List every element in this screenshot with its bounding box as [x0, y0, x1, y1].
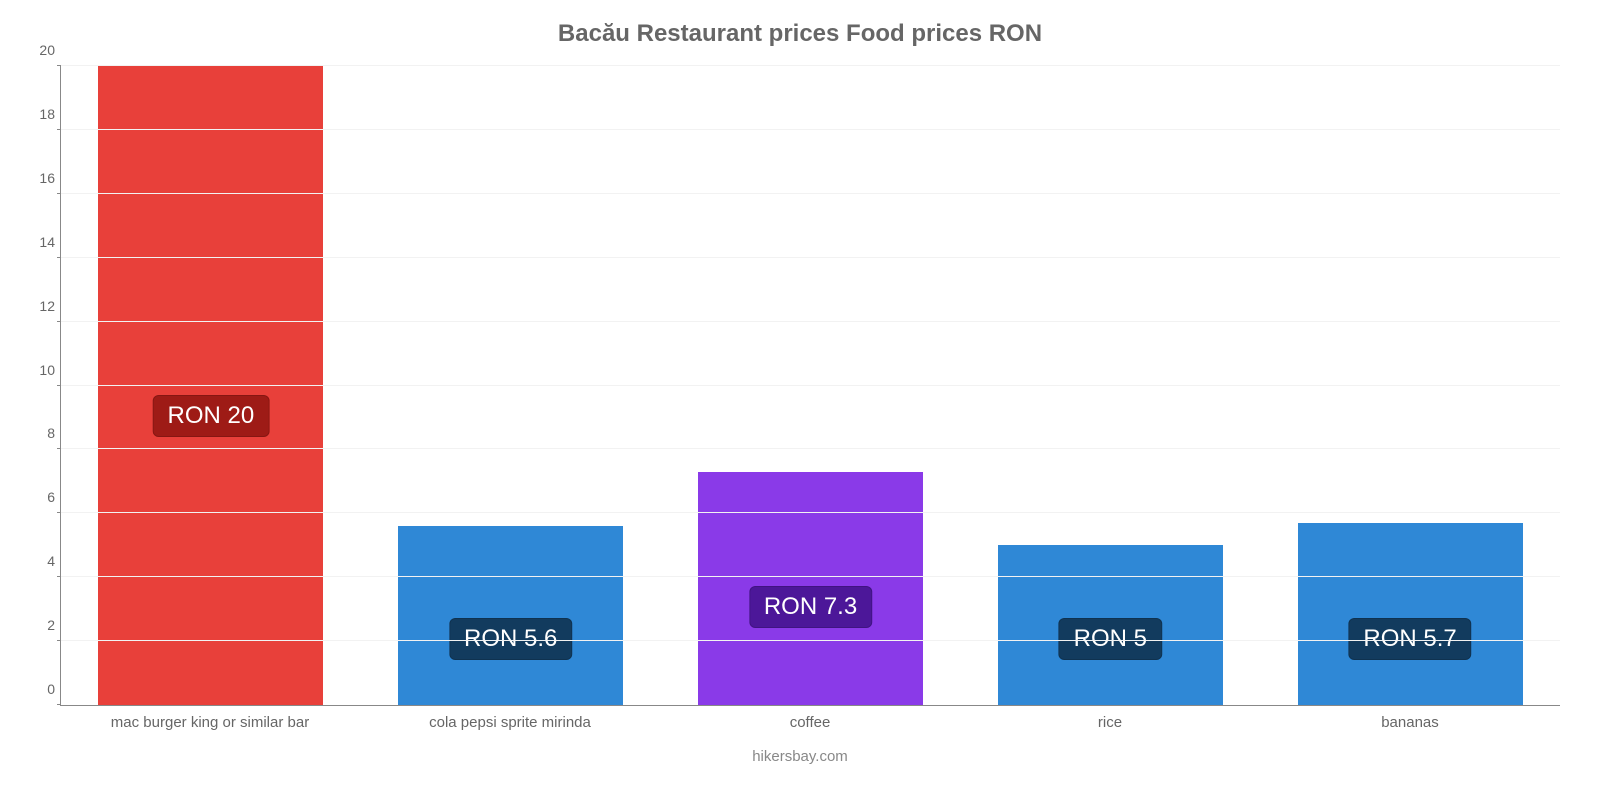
gridline: [61, 512, 1560, 513]
plot-area: RON 20RON 5.6RON 7.3RON 5RON 5.7 0246810…: [60, 66, 1560, 706]
ytick-label: 2: [31, 617, 55, 633]
gridline: [61, 640, 1560, 641]
gridline: [61, 321, 1560, 322]
gridline: [61, 65, 1560, 66]
chart-container: Bacău Restaurant prices Food prices RON …: [0, 0, 1600, 800]
ytick-label: 8: [31, 425, 55, 441]
ytick-label: 14: [31, 234, 55, 250]
ytick-mark: [57, 704, 61, 705]
bar: [398, 526, 623, 705]
x-axis-label: bananas: [1381, 714, 1439, 731]
ytick-label: 16: [31, 170, 55, 186]
value-badge: RON 20: [153, 395, 270, 437]
ytick-label: 20: [31, 42, 55, 58]
ytick-mark: [57, 512, 61, 513]
ytick-mark: [57, 321, 61, 322]
ytick-mark: [57, 257, 61, 258]
attribution-text: hikersbay.com: [30, 748, 1570, 765]
x-axis-labels: mac burger king or similar bar cola pepsi…: [60, 706, 1560, 746]
gridline: [61, 193, 1560, 194]
ytick-mark: [57, 448, 61, 449]
x-axis-label: cola pepsi sprite mirinda: [429, 714, 591, 731]
bars-layer: RON 20RON 5.6RON 7.3RON 5RON 5.7: [61, 66, 1560, 705]
value-badge: RON 7.3: [749, 586, 872, 628]
ytick-label: 6: [31, 489, 55, 505]
chart-title: Bacău Restaurant prices Food prices RON: [30, 20, 1570, 48]
ytick-mark: [57, 65, 61, 66]
ytick-mark: [57, 385, 61, 386]
ytick-label: 10: [31, 362, 55, 378]
bar: [1298, 523, 1523, 705]
gridline: [61, 257, 1560, 258]
gridline: [61, 129, 1560, 130]
ytick-mark: [57, 129, 61, 130]
ytick-label: 12: [31, 298, 55, 314]
bar: [98, 66, 323, 705]
gridline: [61, 576, 1560, 577]
ytick-mark: [57, 640, 61, 641]
ytick-mark: [57, 193, 61, 194]
x-axis-label: mac burger king or similar bar: [111, 714, 309, 731]
gridline: [61, 448, 1560, 449]
ytick-label: 18: [31, 106, 55, 122]
x-axis-label: rice: [1098, 714, 1122, 731]
gridline: [61, 385, 1560, 386]
ytick-mark: [57, 576, 61, 577]
ytick-label: 4: [31, 553, 55, 569]
x-axis-label: coffee: [790, 714, 831, 731]
ytick-label: 0: [31, 681, 55, 697]
